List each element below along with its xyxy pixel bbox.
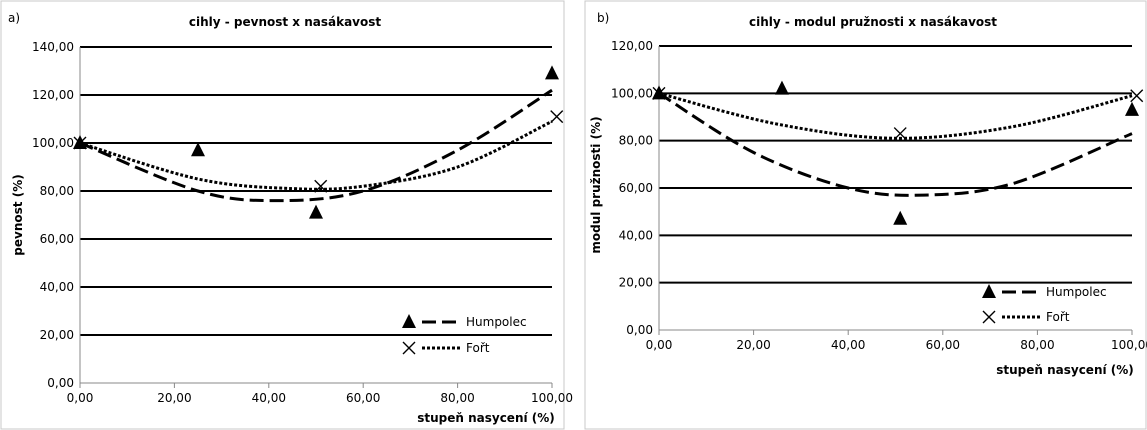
chart-b-y-tick-label: 100,00	[611, 86, 653, 100]
chart-a-x-axis-label: stupeň nasycení (%)	[417, 411, 555, 425]
chart-b-y-tick-label: 120,00	[611, 39, 653, 53]
chart-b-y-tick-label: 80,00	[619, 134, 653, 148]
chart-b-x-tick-label: 60,00	[926, 338, 960, 352]
chart-b-trendline-fort	[658, 91, 1133, 140]
chart-a-x-tick-label: 40,00	[252, 391, 286, 405]
chart-a-y-tick-label: 60,00	[40, 232, 74, 246]
chart-b-y-tick-label: 40,00	[619, 228, 653, 242]
chart-a-y-tick-label: 20,00	[40, 328, 74, 342]
chart-panel-b: b) cihly - modul pružnosti x nasákavost …	[584, 0, 1147, 430]
chart-a-trendline-fort	[79, 120, 553, 191]
chart-a-legend-label-fort: Fořt	[466, 341, 490, 355]
chart-a-y-tick-label: 0,00	[47, 376, 74, 390]
chart-a-x-tick-label: 20,00	[157, 391, 191, 405]
chart-a-y-tick-label: 40,00	[40, 280, 74, 294]
chart-b-y-tick-label: 60,00	[619, 181, 653, 195]
chart-a-y-tick-label: 100,00	[32, 136, 74, 150]
chart-b-y-tick-label: 0,00	[626, 323, 653, 337]
chart-a-trendline-humpolec	[79, 88, 553, 203]
chart-b-panel-label: b)	[597, 11, 609, 25]
chart-b-x-tick-label: 40,00	[831, 338, 865, 352]
chart-b-point-fort	[1130, 89, 1144, 103]
chart-b-x-tick-label: 100,00	[1111, 338, 1147, 352]
chart-a-legend-marker-humpolec	[402, 314, 416, 328]
chart-a-point-humpolec	[73, 135, 87, 149]
chart-a-point-fort	[73, 136, 87, 150]
chart-a-legend-marker-fort	[402, 341, 416, 355]
chart-a-x-tick-label: 100,00	[531, 391, 573, 405]
chart-a-x-tick-label: 0,00	[67, 391, 94, 405]
chart-a-y-tick-label: 140,00	[32, 40, 74, 54]
chart-b-point-humpolec	[1125, 101, 1139, 116]
chart-b-y-tick-label: 20,00	[619, 276, 653, 290]
chart-b-x-tick-label: 0,00	[646, 338, 673, 352]
chart-a-x-tick-label: 60,00	[346, 391, 380, 405]
chart-a-title: cihly - pevnost x nasákavost	[189, 15, 382, 29]
chart-b-legend-label-fort: Fořt	[1046, 310, 1070, 324]
chart-a-point-humpolec	[309, 204, 323, 219]
chart-b-title: cihly - modul pružnosti x nasákavost	[749, 15, 997, 29]
chart-b-x-tick-label: 20,00	[736, 338, 770, 352]
chart-a-panel-label: a)	[8, 11, 20, 25]
chart-a-point-humpolec	[545, 65, 559, 80]
chart-b-frame	[584, 0, 1147, 430]
chart-b-x-axis-label: stupeň nasycení (%)	[996, 363, 1134, 377]
chart-b-point-humpolec	[774, 80, 789, 95]
chart-a-frame	[0, 0, 565, 430]
chart-b-point-fort	[893, 127, 907, 141]
chart-b-point-humpolec	[893, 210, 908, 225]
chart-a-y-tick-label: 120,00	[32, 88, 74, 102]
chart-a-y-tick-label: 80,00	[40, 184, 74, 198]
chart-b-legend-marker-fort	[982, 310, 996, 324]
chart-panel-a: a) cihly - pevnost x nasákavost pevnost …	[0, 0, 573, 430]
chart-a-point-fort	[314, 179, 328, 193]
chart-b-legend-label-humpolec: Humpolec	[1046, 285, 1107, 299]
chart-a-x-tick-label: 80,00	[440, 391, 474, 405]
chart-a-point-humpolec	[191, 142, 205, 157]
chart-a-point-fort	[550, 110, 564, 124]
chart-b-trendline-humpolec	[658, 92, 1133, 197]
chart-a-legend-label-humpolec: Humpolec	[466, 315, 527, 329]
chart-b-point-fort	[652, 86, 666, 100]
chart-b-x-tick-label: 80,00	[1020, 338, 1054, 352]
chart-b-point-humpolec	[652, 85, 666, 100]
chart-b-legend-marker-humpolec	[982, 284, 996, 298]
chart-b-y-axis-label: modul pružnosti (%)	[589, 116, 603, 253]
chart-a-y-axis-label: pevnost (%)	[11, 174, 25, 255]
